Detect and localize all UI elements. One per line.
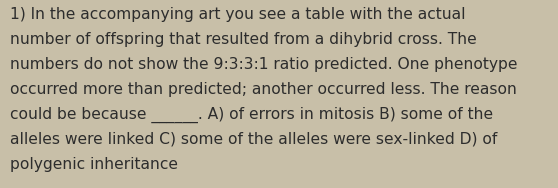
Text: alleles were linked C) some of the alleles were sex-linked D) of: alleles were linked C) some of the allel… (10, 132, 497, 147)
Text: polygenic inheritance: polygenic inheritance (10, 157, 178, 172)
Text: numbers do not show the 9:3:3:1 ratio predicted. One phenotype: numbers do not show the 9:3:3:1 ratio pr… (10, 57, 517, 72)
Text: could be because ______. A) of errors in mitosis B) some of the: could be because ______. A) of errors in… (10, 107, 493, 123)
Text: number of offspring that resulted from a dihybrid cross. The: number of offspring that resulted from a… (10, 32, 477, 47)
Text: 1) In the accompanying art you see a table with the actual: 1) In the accompanying art you see a tab… (10, 7, 465, 22)
Text: occurred more than predicted; another occurred less. The reason: occurred more than predicted; another oc… (10, 82, 517, 97)
